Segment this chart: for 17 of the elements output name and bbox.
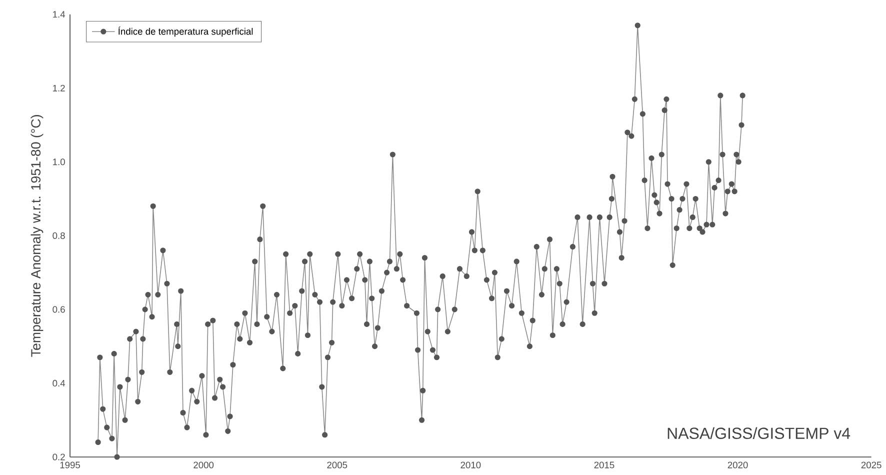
x-tick-label: 2015 [594, 462, 614, 468]
legend-label: Índice de temperatura superficial [118, 26, 253, 37]
y-tick-label: 0.6 [52, 306, 65, 313]
y-tick-label: 0.2 [52, 454, 65, 460]
y-axis-title: Temperature Anomaly w.r.t. 1951-80 (°C) [30, 115, 44, 357]
y-tick-label: 1.2 [53, 84, 65, 92]
y-tick-label: 1.4 [53, 11, 66, 18]
y-tick-label: 0.4 [52, 380, 66, 387]
x-tick-label: 1995 [60, 462, 80, 468]
y-tick-label: 1.0 [53, 158, 65, 166]
x-tick-label: 2000 [194, 462, 214, 468]
x-tick-label: 2020 [728, 462, 748, 468]
x-tick-label: 2005 [327, 462, 348, 468]
x-tick-label: 2025 [861, 462, 882, 468]
x-tick-label: 2010 [460, 462, 481, 468]
annotation: NASA/GISS/GISTEMP v4 [668, 427, 850, 439]
y-tick-label: 0.8 [52, 232, 65, 239]
